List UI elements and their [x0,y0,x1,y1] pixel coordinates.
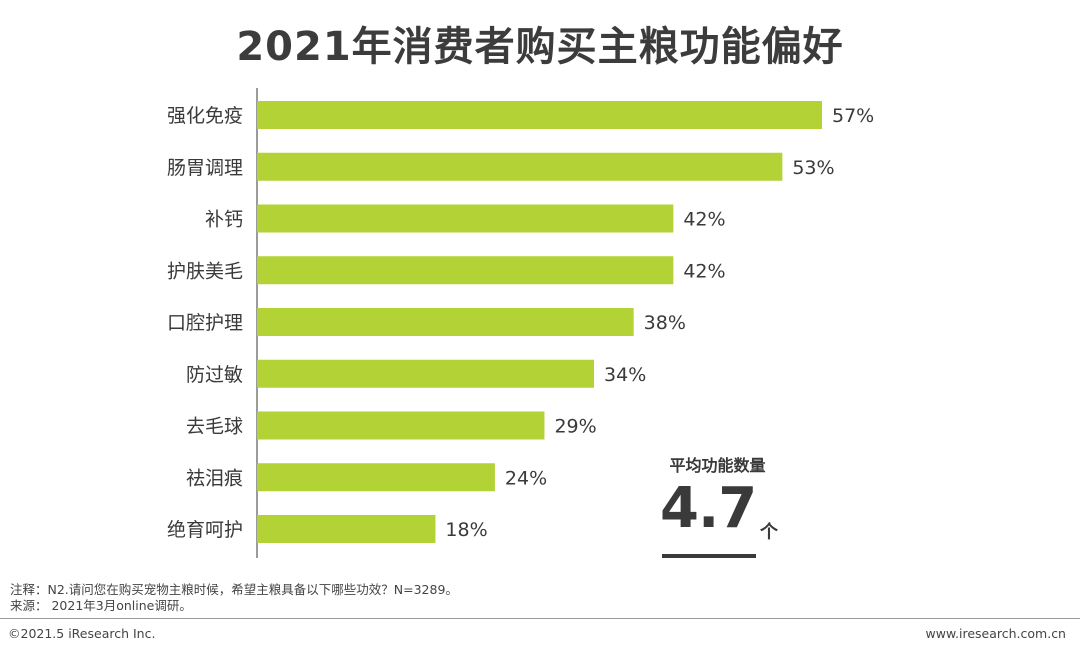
bar [257,359,595,388]
category-label: 肠胃调理 [167,157,243,179]
category-label: 绝育呵护 [167,519,243,541]
bar [257,308,634,336]
value-label: 38% [644,312,686,334]
value-label: 29% [554,416,596,438]
value-label: 42% [683,260,725,282]
value-label: 24% [505,467,547,489]
copyright: ©2021.5 iResearch Inc. [8,626,156,641]
category-label: 强化免疫 [167,105,243,127]
value-label: 18% [445,519,487,541]
average-callout: 平均功能数量 4.7 个 [660,452,790,558]
note-text: 注释：N2.请问您在购买宠物主粮时候，希望主粮具备以下哪些功效？N=3289。 [10,582,458,597]
category-label: 口腔护理 [167,312,243,334]
bar [257,256,674,285]
value-label: 57% [832,105,874,127]
website-link[interactable]: www.iresearch.com.cn [925,626,1067,641]
bar [257,411,545,440]
footer-divider [0,618,1080,619]
value-label: 42% [683,209,725,231]
category-label: 防过敏 [186,364,243,386]
notes: 注释：N2.请问您在购买宠物主粮时候，希望主粮具备以下哪些功效？N=3289。 … [10,582,458,614]
category-label: 补钙 [205,209,243,231]
average-underline [662,554,756,558]
value-label: 53% [792,157,834,179]
category-label: 护肤美毛 [167,260,243,282]
chart-title: 2021年消费者购买主粮功能偏好 [236,24,844,70]
category-label: 去毛球 [186,416,243,438]
bar [257,204,674,233]
source-text: 来源： 2021年3月online调研。 [10,598,192,613]
bar [257,463,495,492]
average-unit: 个 [760,522,778,543]
bar [257,101,822,129]
value-label: 34% [604,364,646,386]
bar [257,152,783,181]
average-value: 4.7 [660,476,757,541]
bar [257,515,436,543]
average-label: 平均功能数量 [669,456,766,475]
category-label: 祛泪痕 [186,467,243,489]
